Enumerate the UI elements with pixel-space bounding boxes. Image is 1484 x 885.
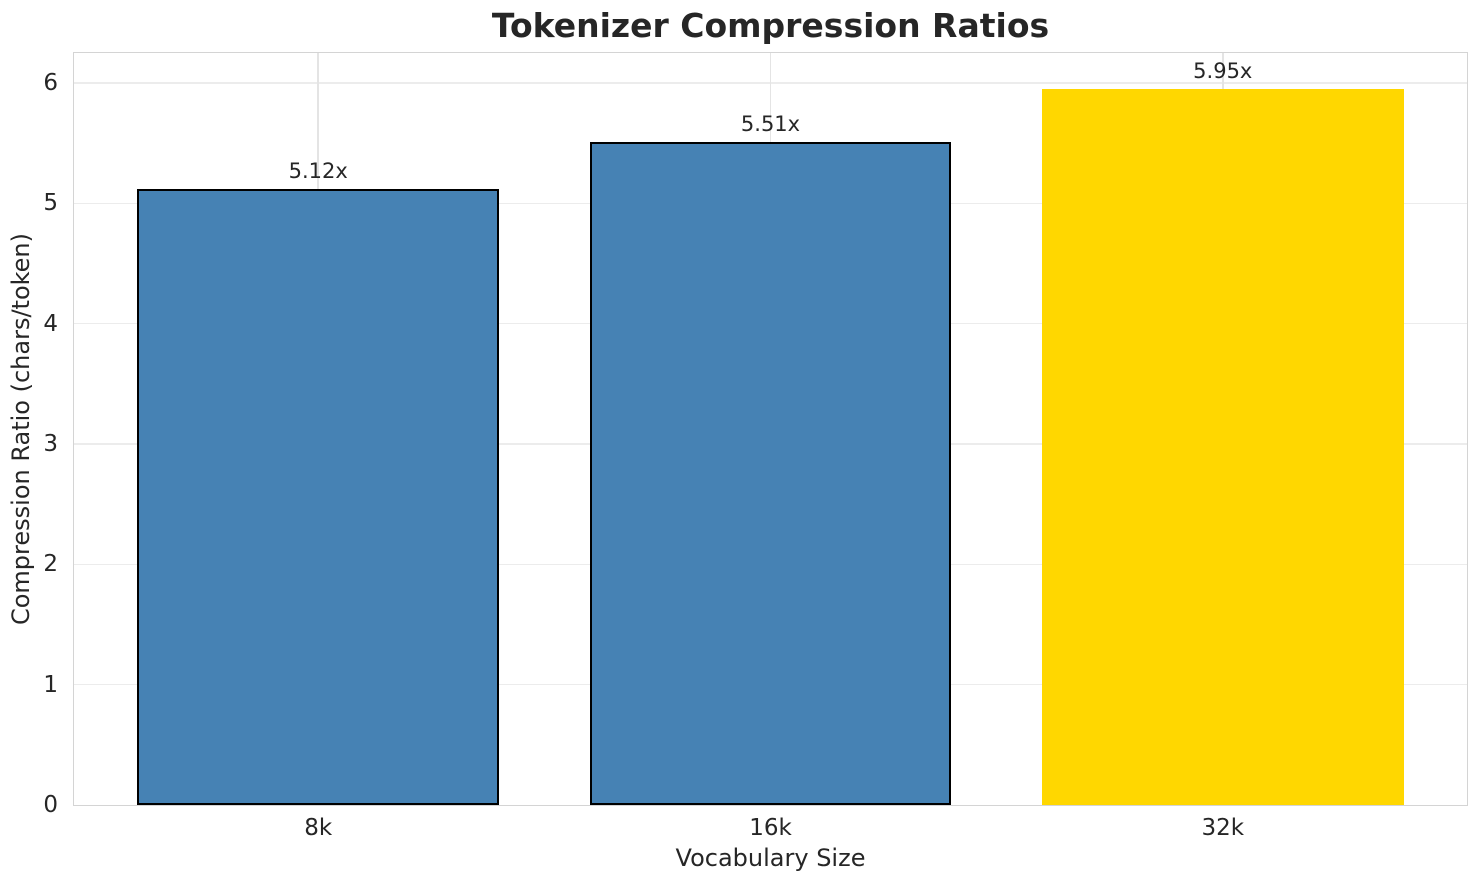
y-tick-label: 5	[43, 190, 58, 217]
bar-value-label: 5.51x	[740, 112, 801, 137]
plot-area: 5.12x 5.51x 5.95x	[73, 52, 1468, 806]
chart-title: Tokenizer Compression Ratios	[491, 6, 1050, 45]
y-tick-label: 6	[43, 70, 58, 97]
bar-value-label: 5.12x	[288, 158, 348, 183]
x-tick-label: 32k	[1201, 815, 1245, 841]
y-tick-label: 3	[43, 431, 58, 458]
y-tick-label: 4	[43, 310, 58, 337]
y-tick-label: 1	[43, 671, 58, 698]
x-tick-label: 16k	[749, 815, 792, 841]
x-axis-label: Vocabulary Size	[675, 844, 866, 872]
y-tick-label: 0	[43, 792, 58, 818]
bar-32k	[1041, 89, 1404, 805]
y-tick-label: 2	[43, 551, 58, 578]
bar-16k	[589, 142, 952, 805]
bar-value-label: 5.95x	[1193, 59, 1253, 84]
x-tick-label: 8k	[304, 815, 333, 841]
bar-8k	[137, 188, 500, 805]
